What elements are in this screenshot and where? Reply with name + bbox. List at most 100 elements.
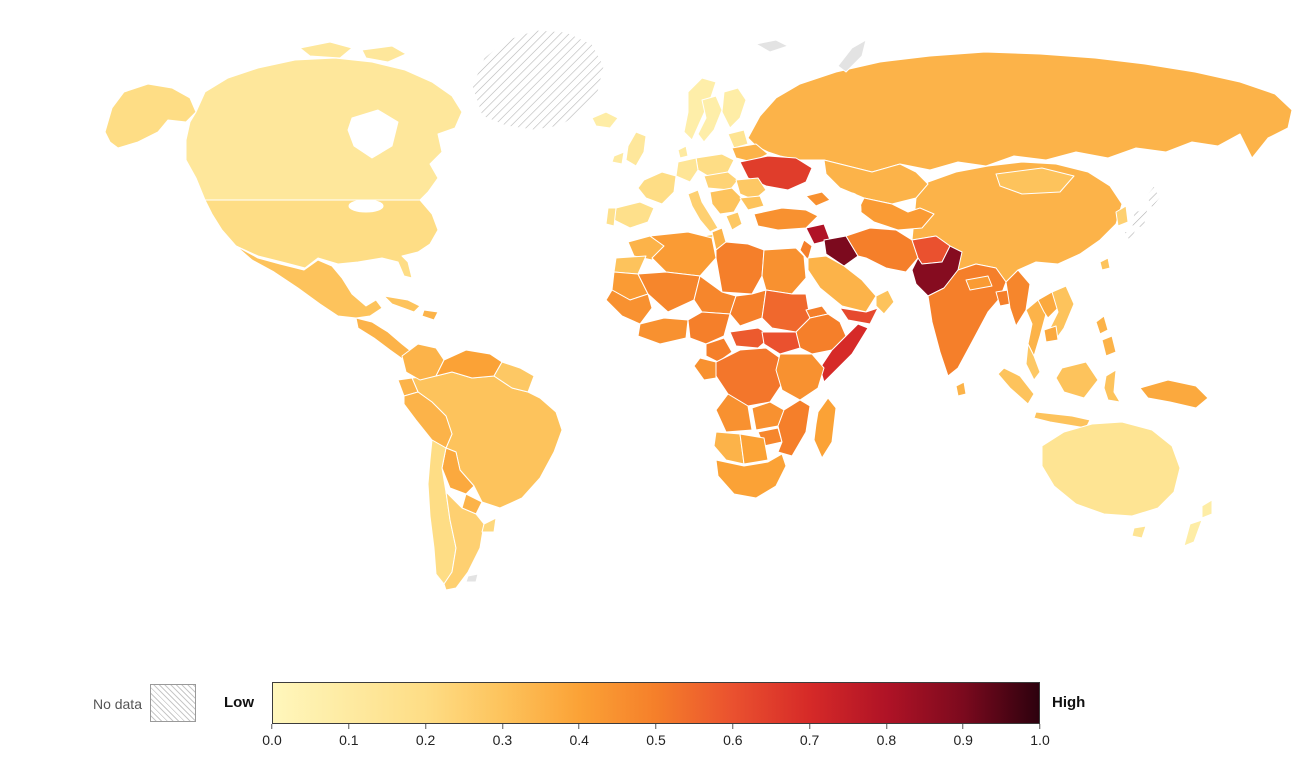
region-bulgaria bbox=[739, 195, 765, 211]
scale-tick: 0.2 bbox=[416, 724, 435, 750]
scale-tick: 0.0 bbox=[262, 724, 282, 750]
region-norway bbox=[683, 77, 717, 141]
region-caucasus bbox=[805, 191, 831, 207]
tick-label: 0.3 bbox=[492, 732, 513, 748]
region-venezuela bbox=[435, 349, 503, 379]
region-turkey bbox=[753, 207, 819, 231]
region-saudi-arabia bbox=[807, 255, 877, 313]
region-papua-new-guinea bbox=[1139, 379, 1209, 409]
region-sweden bbox=[697, 95, 723, 143]
hudson-bay bbox=[347, 109, 399, 159]
region-russia bbox=[747, 51, 1293, 173]
color-scale: 0.0 0.1 0.2 0.3 0.4 0.5 0.6 0.7 0.8 0.9 … bbox=[262, 682, 1050, 756]
region-new-zealand-south bbox=[1183, 519, 1203, 547]
region-ireland bbox=[611, 151, 625, 165]
region-india bbox=[927, 263, 1007, 377]
region-cambodia bbox=[1043, 325, 1059, 343]
low-label: Low bbox=[224, 694, 254, 711]
region-somalia bbox=[819, 323, 869, 383]
region-indonesia-java bbox=[1033, 411, 1091, 429]
region-balkans bbox=[709, 187, 743, 215]
region-malaysia bbox=[1025, 343, 1041, 381]
scale-tick: 0.3 bbox=[493, 724, 512, 750]
region-east-africa bbox=[775, 353, 825, 401]
black-sea bbox=[763, 190, 809, 210]
region-france bbox=[637, 171, 677, 205]
region-australia bbox=[1041, 421, 1181, 517]
region-iceland bbox=[591, 111, 619, 129]
scale-tick: 0.6 bbox=[723, 724, 743, 750]
region-finland bbox=[721, 87, 747, 129]
region-namibia bbox=[713, 431, 745, 465]
tick-label: 0.0 bbox=[262, 732, 282, 748]
region-argentina bbox=[443, 491, 485, 591]
tick-label: 1.0 bbox=[1030, 732, 1050, 748]
tick-mark bbox=[809, 724, 811, 729]
tick-label: 0.4 bbox=[569, 732, 589, 748]
region-central-asia bbox=[857, 197, 935, 231]
region-algeria bbox=[649, 231, 717, 277]
region-guyanas bbox=[493, 361, 535, 393]
tick-label: 0.6 bbox=[723, 732, 743, 748]
caspian-sea bbox=[842, 192, 862, 228]
region-indonesia-sumatra bbox=[997, 367, 1035, 405]
tick-mark bbox=[271, 724, 273, 729]
region-canada-arctic-2 bbox=[361, 45, 407, 63]
scale-tick: 1.0 bbox=[1030, 724, 1050, 750]
region-western-sahara bbox=[613, 255, 647, 275]
region-angola bbox=[715, 393, 753, 433]
region-sri-lanka bbox=[955, 381, 967, 397]
scale-ticks: 0.0 0.1 0.2 0.3 0.4 0.5 0.6 0.7 0.8 0.9 … bbox=[262, 724, 1050, 756]
region-nepal bbox=[965, 275, 993, 291]
tick-mark bbox=[732, 724, 734, 729]
minor-island-svalbard bbox=[755, 39, 789, 53]
region-bolivia bbox=[441, 447, 475, 495]
region-cuba bbox=[383, 295, 421, 313]
region-alaska bbox=[104, 83, 197, 149]
tick-label: 0.1 bbox=[339, 732, 359, 748]
minor-island-falklands bbox=[465, 573, 479, 583]
region-italy bbox=[687, 189, 719, 233]
region-spain bbox=[613, 201, 655, 229]
region-greece bbox=[725, 211, 743, 231]
region-iraq bbox=[823, 235, 859, 267]
region-iran bbox=[845, 227, 919, 273]
region-mongolia bbox=[995, 167, 1075, 195]
no-data-swatch bbox=[150, 684, 196, 722]
region-egypt bbox=[761, 247, 807, 295]
region-japan-honshu bbox=[1131, 207, 1149, 229]
region-nigeria bbox=[687, 311, 731, 345]
tick-label: 0.9 bbox=[953, 732, 973, 748]
tick-mark bbox=[885, 724, 887, 729]
region-yemen bbox=[839, 307, 879, 325]
tick-mark bbox=[425, 724, 427, 729]
tick-mark bbox=[501, 724, 503, 729]
region-mexico bbox=[235, 245, 383, 319]
region-canada-arctic-1 bbox=[299, 41, 353, 59]
no-data-label: No data bbox=[92, 696, 142, 712]
scale-tick: 0.8 bbox=[877, 724, 896, 750]
region-oman bbox=[875, 289, 895, 315]
high-label: High bbox=[1052, 694, 1086, 711]
region-uk bbox=[625, 131, 647, 167]
region-madagascar bbox=[813, 397, 837, 459]
region-indonesia-borneo bbox=[1055, 361, 1099, 399]
region-congo-gabon bbox=[693, 357, 717, 381]
scale-tick: 0.4 bbox=[569, 724, 589, 750]
minor-island-novaya-zemlya bbox=[837, 39, 867, 73]
tick-label: 0.2 bbox=[415, 732, 436, 748]
region-japan-kyushu bbox=[1123, 229, 1137, 243]
region-new-zealand-north bbox=[1201, 499, 1213, 519]
scale-tick: 0.7 bbox=[800, 724, 819, 750]
world-map bbox=[104, 29, 1293, 591]
region-central-america bbox=[355, 317, 413, 361]
tick-mark bbox=[578, 724, 580, 729]
region-denmark bbox=[677, 145, 689, 159]
region-japan-hokkaido bbox=[1145, 185, 1161, 209]
region-uruguay bbox=[481, 517, 497, 533]
region-romania bbox=[735, 177, 767, 201]
scale-tick: 0.1 bbox=[339, 724, 359, 750]
tick-label: 0.5 bbox=[646, 732, 666, 748]
region-mozambique bbox=[777, 399, 811, 457]
